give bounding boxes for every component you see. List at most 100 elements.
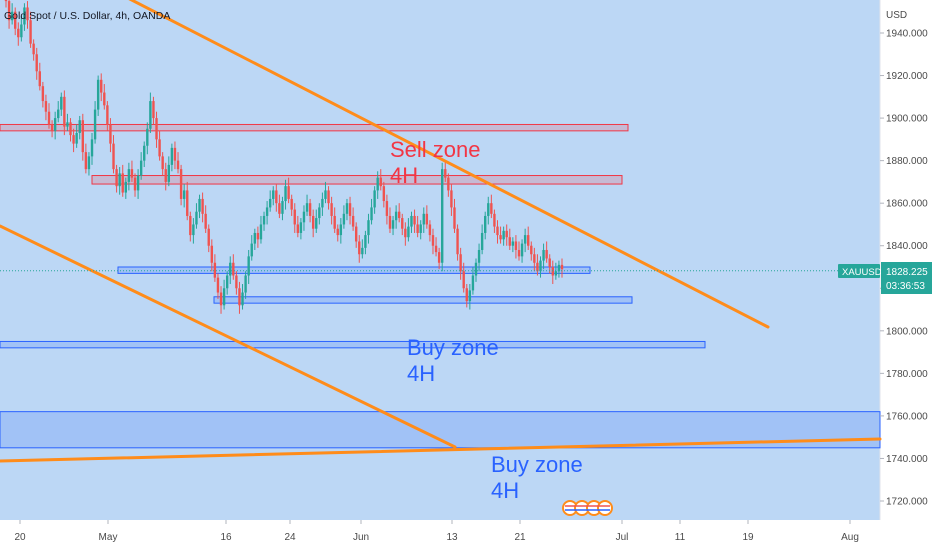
candle-body — [213, 262, 217, 278]
candle-body — [554, 271, 558, 276]
candle-body — [447, 177, 450, 191]
candle-body — [229, 262, 232, 276]
last-price-tag — [881, 262, 932, 294]
candle-body — [385, 201, 389, 216]
candle-body — [527, 235, 530, 246]
candle-body — [560, 264, 564, 270]
candles-layer — [4, 0, 564, 314]
candle-body — [170, 147, 174, 165]
candle-body — [41, 86, 45, 102]
candle-body — [364, 235, 367, 248]
candle-body — [367, 220, 370, 236]
candle-body — [373, 190, 376, 208]
zone-annotation-line1: Buy zone — [407, 335, 499, 360]
candle-body — [394, 211, 398, 221]
candle-body — [106, 105, 109, 125]
candle-body — [444, 169, 447, 178]
candle-body — [514, 241, 518, 250]
candle-body — [376, 177, 379, 191]
candle-body — [453, 207, 456, 229]
y-tick-label: 1800.000 — [886, 326, 928, 337]
zone-annotation-line2: 4H — [491, 478, 519, 503]
candle-body — [324, 190, 327, 199]
candle-body — [330, 203, 333, 216]
candle-body — [315, 218, 318, 229]
x-axis[interactable]: 20 May 16 24 Jun 13 21 Jul 11 19 Aug — [14, 520, 859, 543]
candle-body — [66, 122, 69, 127]
candle-body — [348, 203, 352, 216]
candle-body — [523, 235, 527, 244]
candle-body — [238, 288, 241, 306]
y-tick-label: 1860.000 — [886, 199, 928, 210]
candle-body — [7, 1, 11, 21]
candle-body — [84, 152, 88, 170]
candle-body — [130, 169, 134, 178]
currency-label: USD — [886, 10, 907, 21]
candle-body — [287, 186, 290, 199]
candle-body — [517, 249, 521, 257]
candle-body — [133, 177, 137, 191]
candle-body — [456, 228, 459, 255]
candle-body — [311, 215, 315, 229]
candle-body — [474, 262, 478, 276]
candle-body — [440, 169, 444, 263]
zones-layer — [0, 123, 881, 449]
event-markers[interactable] — [562, 500, 613, 516]
price-badge[interactable]: XAUUSD 1828.225 03:36:53 — [838, 262, 932, 294]
candle-body — [342, 213, 346, 225]
zone-annotation-line2: 4H — [390, 163, 418, 188]
candle-body — [204, 213, 207, 229]
candle-body — [75, 132, 78, 144]
candle-body — [109, 124, 112, 144]
candle-body — [545, 249, 548, 259]
candle-body — [471, 275, 475, 291]
buy-zone-box — [213, 296, 633, 304]
candle-body — [493, 213, 496, 227]
candle-body — [484, 215, 487, 233]
zone-annotation-line1: Sell zone — [390, 137, 481, 162]
candle-body — [272, 190, 275, 199]
candle-body — [333, 215, 336, 229]
symbol-label: XAUUSD — [842, 267, 882, 278]
candle-body — [4, 0, 8, 2]
candle-body — [318, 207, 321, 219]
x-tick-label: May — [99, 532, 118, 543]
candle-body — [244, 275, 247, 293]
x-tick-label: Jun — [353, 532, 369, 543]
x-tick-label: 20 — [14, 532, 26, 543]
candle-body — [490, 203, 493, 214]
candle-body — [210, 245, 214, 263]
candle-body — [336, 228, 339, 236]
candle-body — [302, 211, 306, 223]
candle-body — [241, 292, 244, 306]
trendline-lower-downtrend — [0, 224, 457, 449]
candle-body — [404, 228, 407, 238]
candle-body — [57, 109, 60, 119]
candle-body — [299, 222, 303, 233]
chart-title: Gold Spot / U.S. Dollar, 4h, OANDA — [4, 10, 170, 22]
candle-body — [281, 201, 284, 214]
candle-body — [100, 79, 103, 93]
candle-body — [167, 164, 171, 182]
candle-body — [127, 169, 131, 182]
candle-body — [179, 169, 183, 199]
symbol-tag — [838, 264, 880, 278]
candle-body — [431, 235, 435, 246]
trendline-upper-downtrend — [128, 0, 770, 329]
candle-body — [247, 256, 250, 276]
candle-body — [437, 252, 441, 263]
candle-body — [158, 139, 161, 157]
candle-body — [305, 203, 309, 212]
y-axis[interactable]: 1940.000 1920.000 1900.000 1880.000 1860.000… — [880, 29, 928, 508]
candle-body — [14, 11, 17, 29]
candle-body — [152, 101, 155, 119]
candle-body — [235, 275, 238, 289]
candle-body — [268, 198, 272, 208]
candle-body — [121, 173, 124, 193]
candle-body — [253, 232, 257, 244]
candle-body — [354, 226, 358, 242]
candle-body — [63, 96, 66, 127]
candle-body — [548, 258, 551, 267]
